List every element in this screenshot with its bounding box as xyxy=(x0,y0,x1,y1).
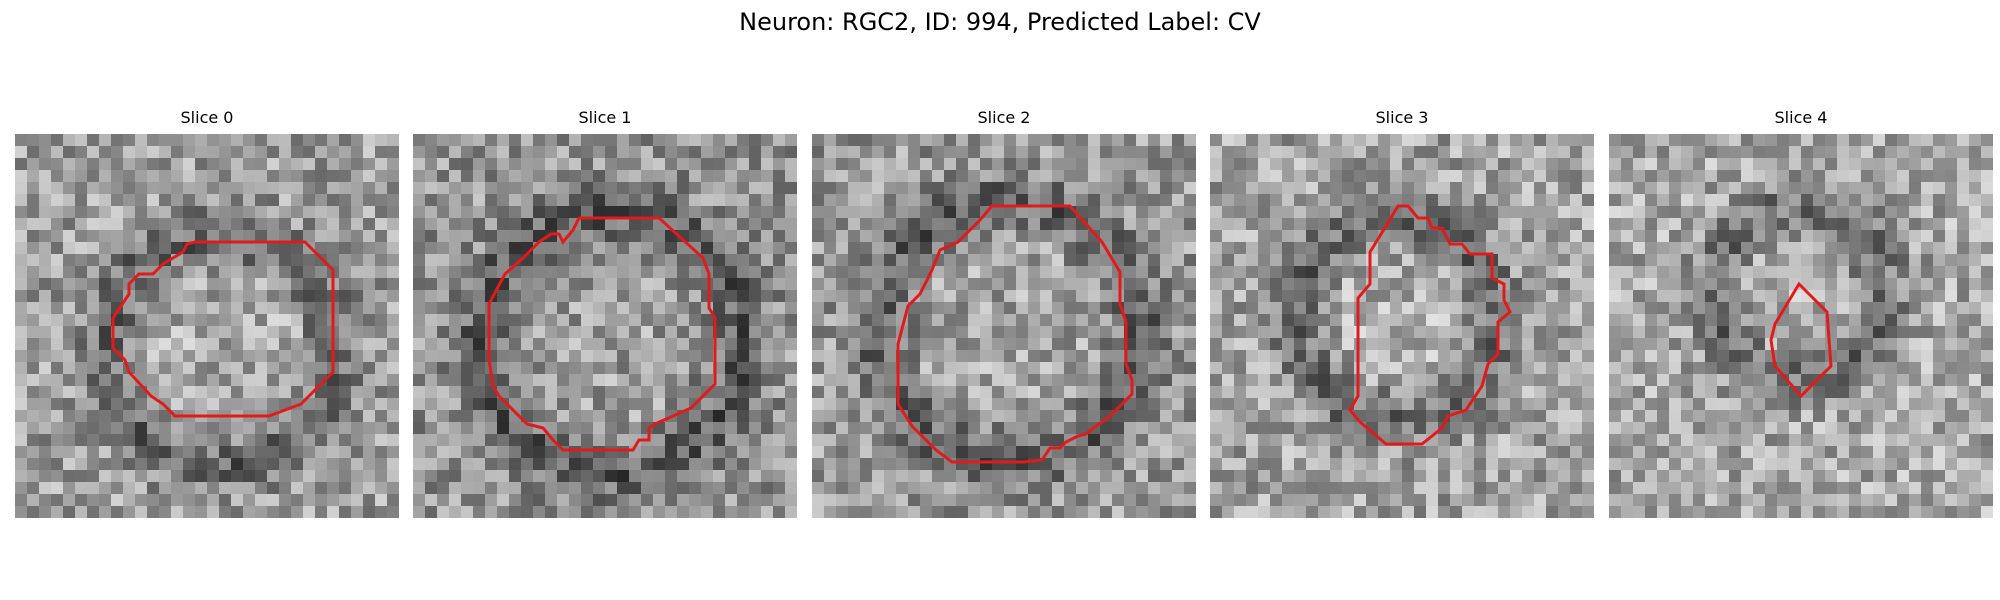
slice-3-title: Slice 3 xyxy=(1375,108,1429,127)
slice-1-image xyxy=(413,134,797,518)
slice-1-canvas xyxy=(413,134,797,518)
slice-0-title: Slice 0 xyxy=(180,108,234,127)
slice-panel-4: Slice 4 xyxy=(1609,108,1993,518)
slice-2-title: Slice 2 xyxy=(977,108,1031,127)
slice-2-canvas xyxy=(812,134,1196,518)
slice-panel-0: Slice 0 xyxy=(15,108,399,518)
slice-panel-2: Slice 2 xyxy=(812,108,1196,518)
slice-4-title: Slice 4 xyxy=(1774,108,1828,127)
slice-0-image xyxy=(15,134,399,518)
slice-3-contour xyxy=(1348,204,1512,446)
slice-2-image xyxy=(812,134,1196,518)
slice-2-contour xyxy=(896,204,1134,464)
slice-4-canvas xyxy=(1609,134,1993,518)
slice-panel-1: Slice 1 xyxy=(413,108,797,518)
slice-0-canvas xyxy=(15,134,399,518)
slice-4-image xyxy=(1609,134,1993,518)
figure-title: Neuron: RGC2, ID: 994, Predicted Label: … xyxy=(739,8,1261,36)
slice-1-title: Slice 1 xyxy=(578,108,632,127)
slice-1-contour xyxy=(487,216,717,452)
slice-panel-3: Slice 3 xyxy=(1210,108,1594,518)
slice-0-contour xyxy=(111,240,335,418)
slice-3-image xyxy=(1210,134,1594,518)
slice-4-contour xyxy=(1769,281,1833,399)
slice-3-canvas xyxy=(1210,134,1594,518)
